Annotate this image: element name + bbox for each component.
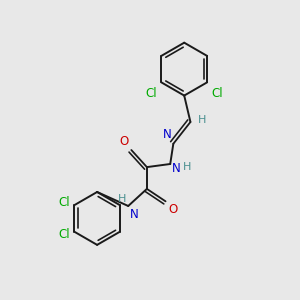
Text: H: H — [198, 116, 207, 125]
Text: H: H — [118, 194, 127, 204]
Text: N: N — [130, 208, 139, 220]
Text: Cl: Cl — [58, 196, 70, 209]
Text: N: N — [163, 128, 172, 141]
Text: O: O — [169, 203, 178, 216]
Text: Cl: Cl — [145, 87, 157, 100]
Text: O: O — [119, 135, 128, 148]
Text: Cl: Cl — [212, 87, 224, 100]
Text: Cl: Cl — [58, 228, 70, 241]
Text: N: N — [172, 162, 181, 176]
Text: H: H — [183, 162, 192, 172]
